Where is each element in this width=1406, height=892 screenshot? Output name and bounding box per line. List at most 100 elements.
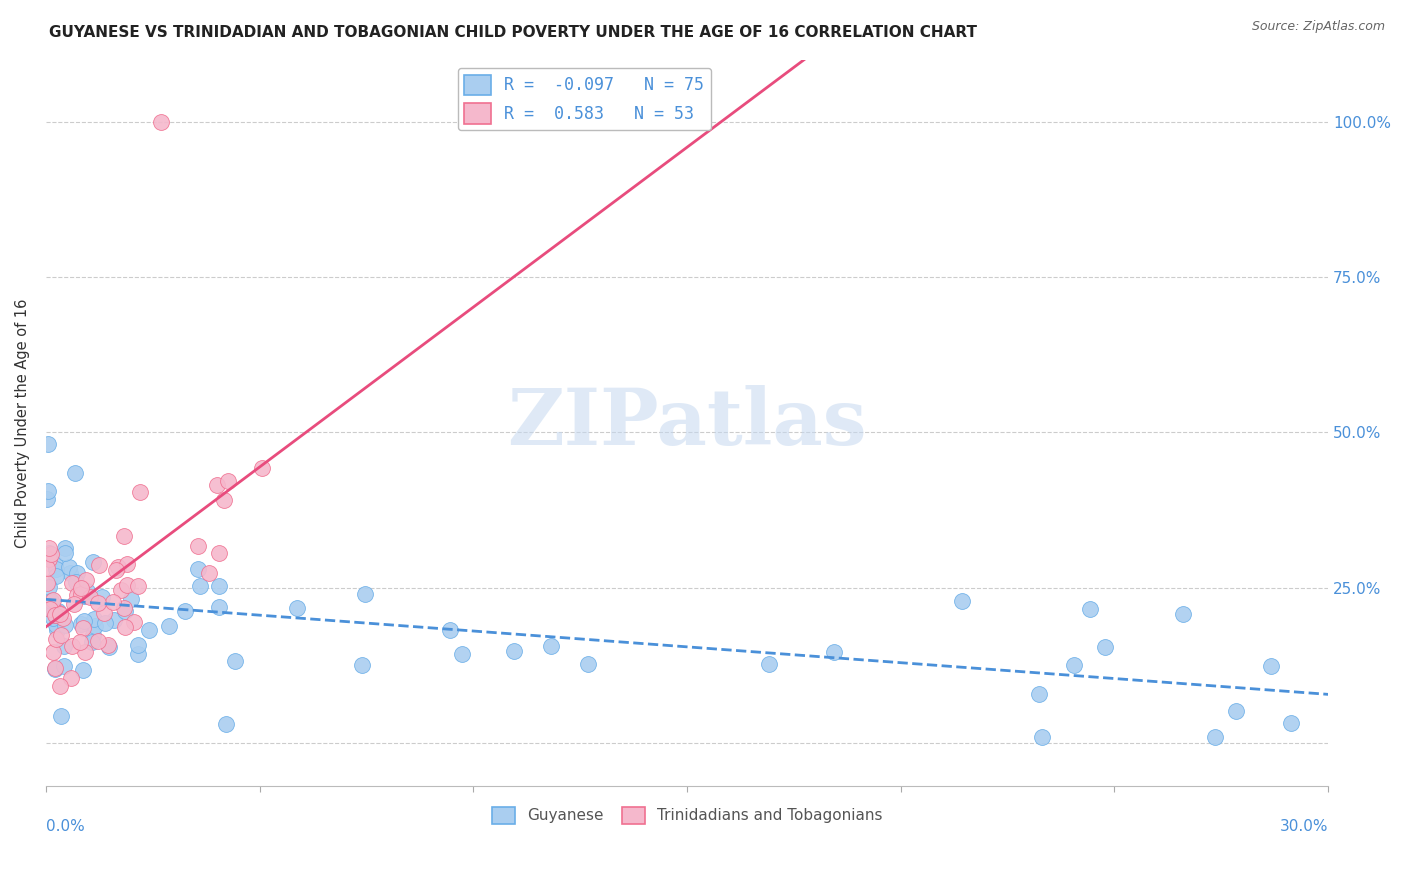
Point — [45, 569, 67, 583]
Point — [93, 607, 115, 621]
Point — [208, 546, 231, 560]
Point — [73, 645, 96, 659]
Point — [39, 602, 62, 616]
Point — [46, 623, 69, 637]
Point — [112, 529, 135, 543]
Point — [129, 484, 152, 499]
Point — [224, 654, 246, 668]
Point — [72, 614, 94, 628]
Point — [114, 604, 136, 618]
Point — [187, 562, 209, 576]
Text: Source: ZipAtlas.com: Source: ZipAtlas.com — [1251, 20, 1385, 33]
Point — [37, 483, 59, 498]
Point — [90, 590, 112, 604]
Point — [1094, 640, 1116, 654]
Point — [48, 606, 70, 620]
Point — [115, 557, 138, 571]
Point — [53, 546, 76, 560]
Point — [124, 615, 146, 629]
Point — [39, 547, 62, 561]
Point — [83, 612, 105, 626]
Point — [1225, 704, 1247, 718]
Point — [120, 592, 142, 607]
Point — [1063, 657, 1085, 672]
Point — [450, 647, 472, 661]
Point — [65, 574, 87, 589]
Point — [188, 578, 211, 592]
Point — [205, 478, 228, 492]
Point — [98, 640, 121, 655]
Point — [1031, 730, 1053, 744]
Point — [350, 658, 373, 673]
Point — [52, 611, 75, 625]
Point — [51, 708, 73, 723]
Point — [42, 592, 65, 607]
Point — [44, 557, 66, 571]
Point — [37, 575, 59, 590]
Point — [45, 562, 67, 576]
Point — [46, 604, 69, 618]
Point — [76, 584, 98, 599]
Point — [72, 621, 94, 635]
Point — [35, 561, 58, 575]
Point — [502, 644, 524, 658]
Point — [101, 595, 124, 609]
Point — [285, 600, 308, 615]
Point — [1173, 607, 1195, 621]
Point — [354, 587, 377, 601]
Point — [208, 579, 231, 593]
Point — [44, 662, 66, 676]
Point — [252, 460, 274, 475]
Point — [44, 661, 66, 675]
Point — [38, 546, 60, 560]
Point — [42, 603, 65, 617]
Point — [49, 607, 72, 621]
Point — [63, 466, 86, 480]
Point — [70, 617, 93, 632]
Point — [69, 635, 91, 649]
Point — [1078, 602, 1101, 616]
Point — [138, 623, 160, 637]
Point — [35, 492, 58, 507]
Point — [576, 657, 599, 671]
Y-axis label: Child Poverty Under the Age of 16: Child Poverty Under the Age of 16 — [15, 298, 30, 548]
Point — [49, 679, 72, 693]
Point — [94, 616, 117, 631]
Point — [187, 539, 209, 553]
Point — [1260, 659, 1282, 673]
Text: GUYANESE VS TRINIDADIAN AND TOBAGONIAN CHILD POVERTY UNDER THE AGE OF 16 CORRELA: GUYANESE VS TRINIDADIAN AND TOBAGONIAN C… — [49, 25, 977, 40]
Point — [127, 648, 149, 662]
Point — [214, 717, 236, 731]
Point — [38, 581, 60, 595]
Point — [439, 623, 461, 637]
Point — [45, 618, 67, 632]
Point — [115, 578, 138, 592]
Point — [950, 594, 973, 608]
Point — [72, 663, 94, 677]
Point — [58, 559, 80, 574]
Point — [1028, 687, 1050, 701]
Point — [758, 657, 780, 672]
Point — [60, 575, 83, 590]
Point — [38, 541, 60, 555]
Point — [59, 671, 82, 685]
Point — [107, 559, 129, 574]
Point — [80, 635, 103, 649]
Point — [70, 587, 93, 601]
Point — [823, 645, 845, 659]
Point — [173, 604, 195, 618]
Point — [208, 599, 231, 614]
Text: 30.0%: 30.0% — [1279, 819, 1329, 834]
Point — [44, 607, 66, 622]
Point — [110, 583, 132, 598]
Point — [114, 620, 136, 634]
Point — [37, 437, 59, 451]
Point — [217, 475, 239, 489]
Point — [87, 596, 110, 610]
Point — [83, 619, 105, 633]
Point — [53, 541, 76, 556]
Point — [38, 552, 60, 566]
Point — [87, 558, 110, 573]
Point — [52, 639, 75, 653]
Point — [39, 593, 62, 607]
